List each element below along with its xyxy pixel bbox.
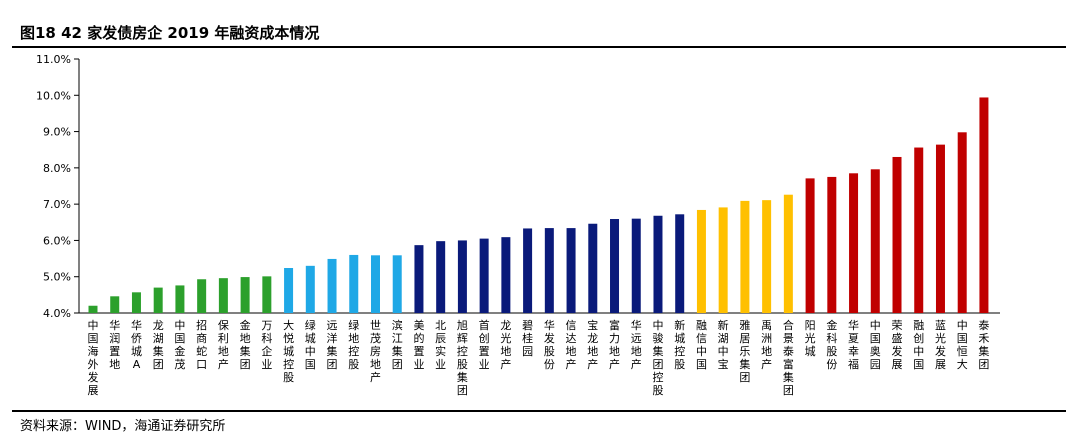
x-tick-label: 碧桂园 xyxy=(522,319,533,358)
x-tick-label: 新湖中宝 xyxy=(718,318,729,371)
x-tick-label: 禹洲地产 xyxy=(761,319,772,371)
bar xyxy=(349,254,359,313)
x-tick-label: 信达地产 xyxy=(566,319,577,371)
x-tick-label: 中国恒大 xyxy=(957,319,968,371)
x-tick-label: 金地集团 xyxy=(240,318,251,371)
x-tick-label: 宝龙地产 xyxy=(587,318,598,371)
top-rule xyxy=(12,46,1066,48)
bar xyxy=(153,287,163,313)
bar xyxy=(696,209,706,313)
x-tick-label: 保利地产 xyxy=(218,318,229,371)
bar xyxy=(370,255,380,313)
x-tick-label: 华侨城 A xyxy=(131,318,142,371)
x-tick-label: 招商蛇口 xyxy=(196,318,207,371)
x-tick-label: 中国海外发展 xyxy=(88,319,99,397)
source-note: 资料来源：WIND，海通证券研究所 xyxy=(20,419,226,434)
bar xyxy=(327,258,337,313)
x-tick-label: 华润置地 xyxy=(109,318,120,371)
bar xyxy=(718,207,728,313)
y-tick-label: 10.0% xyxy=(36,89,71,102)
x-tick-label: 荣盛发展 xyxy=(892,319,903,371)
bar xyxy=(957,132,967,313)
bar xyxy=(566,228,576,313)
bar xyxy=(762,200,772,313)
x-tick-label: 新城控股 xyxy=(674,318,685,371)
bar xyxy=(631,218,641,313)
x-tick-label: 大悦城控股 xyxy=(283,318,294,384)
bar xyxy=(284,268,294,313)
bar xyxy=(240,277,250,313)
y-tick-label: 4.0% xyxy=(43,307,71,320)
x-tick-label: 融信中国 xyxy=(696,319,707,371)
bar xyxy=(653,215,663,313)
x-tick-label: 龙光地产 xyxy=(500,319,511,371)
bar xyxy=(262,276,272,313)
bar xyxy=(479,238,489,313)
x-tick-label: 绿地控股 xyxy=(348,318,359,371)
bar xyxy=(436,241,446,313)
bar xyxy=(610,219,620,313)
bar xyxy=(827,176,837,313)
x-tick-label: 泰禾集团 xyxy=(978,318,989,371)
y-tick-label: 8.0% xyxy=(43,162,71,175)
bar xyxy=(88,305,98,313)
x-tick-label: 华远地产 xyxy=(631,318,642,371)
bar xyxy=(914,147,924,313)
bar xyxy=(849,173,859,313)
y-tick-label: 5.0% xyxy=(43,271,71,284)
x-tick-label: 合景泰富集团 xyxy=(783,318,794,397)
bar xyxy=(305,265,315,313)
bar xyxy=(892,156,902,313)
bar xyxy=(414,245,424,313)
bar xyxy=(523,228,533,313)
x-tick-label: 龙湖集团 xyxy=(153,319,164,371)
y-tick-label: 11.0% xyxy=(36,53,71,66)
x-tick-label: 万科企业 xyxy=(261,319,272,371)
x-tick-label: 雅居乐集团 xyxy=(739,318,750,384)
y-tick-label: 9.0% xyxy=(43,126,71,139)
bar xyxy=(218,278,228,313)
x-tick-label: 融创中国 xyxy=(913,319,924,371)
x-tick-label: 世茂房地产 xyxy=(370,319,381,384)
x-tick-label: 滨江集团 xyxy=(392,318,403,371)
x-tick-label: 中国金茂 xyxy=(174,319,185,371)
x-tick-label: 中国奥园 xyxy=(870,319,881,371)
x-tick-label: 华发股份 xyxy=(544,318,555,371)
bar xyxy=(740,200,750,313)
x-tick-label: 阳光城 xyxy=(805,319,816,358)
x-tick-label: 旭辉控股集团 xyxy=(457,318,468,397)
bar xyxy=(783,194,793,313)
bar xyxy=(544,228,554,313)
bar xyxy=(501,237,511,313)
y-tick-label: 7.0% xyxy=(43,198,71,211)
chart-title: 图18 42 家发债房企 2019 年融资成本情况 xyxy=(20,24,320,42)
x-tick-label: 中骏集团控股 xyxy=(652,319,663,397)
x-tick-label: 远洋集团 xyxy=(327,319,338,371)
x-tick-label: 首创置业 xyxy=(479,318,490,371)
bar xyxy=(457,240,467,313)
bar xyxy=(870,169,880,313)
x-tick-label: 蓝光发展 xyxy=(935,319,946,371)
bar xyxy=(175,285,185,313)
y-tick-label: 6.0% xyxy=(43,234,71,247)
bottom-rule xyxy=(12,410,1066,412)
bar xyxy=(197,279,207,313)
bar xyxy=(588,223,598,313)
x-tick-label: 美的置业 xyxy=(413,319,424,371)
bar xyxy=(110,296,120,313)
bar xyxy=(935,144,945,313)
bar xyxy=(392,255,402,313)
bar xyxy=(675,214,685,313)
bar xyxy=(131,292,141,313)
x-tick-label: 北辰实业 xyxy=(435,319,446,371)
x-tick-label: 富力地产 xyxy=(609,318,620,371)
bar xyxy=(805,178,815,313)
x-tick-label: 金科股份 xyxy=(826,318,837,371)
bar xyxy=(979,97,989,313)
x-tick-label: 绿城中国 xyxy=(305,318,316,371)
x-tick-label: 华夏幸福 xyxy=(848,318,859,371)
